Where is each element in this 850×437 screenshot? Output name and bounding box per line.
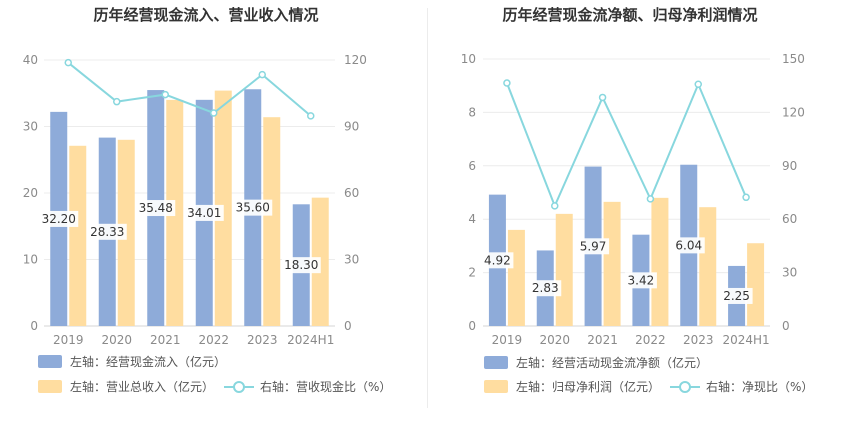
data-label-background [136,200,176,217]
right-axis-tick-label: 120 [782,105,805,119]
data-label: 2.83 [532,281,559,295]
right-axis-tick-label: 30 [782,266,797,280]
line-point[interactable] [161,90,169,99]
data-label-background [720,287,753,304]
bar-secondary[interactable] [651,197,669,326]
left-axis-tick-label: 40 [23,53,38,67]
data-label: 35.60 [236,201,270,215]
legend-swatch[interactable] [38,380,62,393]
legend-label: 右轴：净现比（%） [706,379,813,394]
left-axis-tick-label: 6 [468,159,476,173]
right-axis-tick-label: 60 [344,186,359,200]
left-axis-tick-label: 20 [23,186,38,200]
data-label-background [672,237,705,254]
left-axis-tick-label: 4 [468,212,476,226]
legend-line-marker[interactable] [679,381,691,393]
right-axis-tick-label: 90 [782,159,797,173]
bar-secondary[interactable] [507,229,525,326]
left-axis-tick-label: 0 [468,319,476,333]
x-axis-tick-label: 2021 [587,333,618,347]
right-axis-tick-label: 150 [782,52,805,66]
right-axis-tick-label: 90 [344,120,359,134]
data-label: 5.97 [580,239,607,253]
chart-title: 历年经营现金流净额、归母净利润情况 [502,6,757,24]
data-label-background [577,238,610,255]
data-label: 34.01 [187,206,221,220]
left-axis-tick-label: 30 [23,120,38,134]
line-point[interactable] [646,195,655,203]
legend-swatch[interactable] [484,356,508,369]
line-point[interactable] [598,93,607,102]
chart-panel-1: 历年经营现金流入、营业收入情况 0 10 20 30 40 0 30 60 90 120 2019 20… [23,6,392,394]
data-label: 3.42 [628,273,655,287]
legend-label: 左轴：营业总收入（亿元） [70,379,214,394]
x-axis-tick-label: 2024H1 [287,333,334,347]
line-point[interactable] [742,193,750,202]
line-point[interactable] [307,112,315,120]
left-axis-tick-label: 0 [30,319,38,333]
x-axis-tick-label: 2022 [198,333,229,347]
line-series [67,61,312,117]
line-point[interactable] [113,97,121,106]
line-point[interactable] [551,202,559,210]
data-label-background [529,280,562,297]
x-axis-tick-label: 2020 [539,333,570,347]
legend-swatch[interactable] [38,355,62,368]
legend-label: 左轴：经营活动现金流净额（亿元） [516,355,708,370]
line-point[interactable] [694,80,702,89]
data-label: 4.92 [484,253,511,267]
data-label-background [184,204,224,221]
line-series [505,81,748,209]
legend-label: 右轴：营收现金比（%） [260,379,391,394]
x-axis-tick-label: 2024H1 [722,333,769,347]
data-label-background [481,252,514,269]
data-label: 2.25 [723,289,750,303]
data-label: 32.20 [42,212,76,226]
x-axis-tick-label: 2023 [683,333,714,347]
right-axis-tick-label: 120 [344,53,367,67]
legend-line-marker[interactable] [233,381,245,393]
panel-divider [427,8,428,408]
legend-label: 左轴：归母净利润（亿元） [516,379,660,394]
data-label-background [39,210,79,227]
right-axis-tick-label: 30 [344,253,359,267]
bar-secondary[interactable] [603,201,621,326]
right-axis-tick-label: 0 [782,319,790,333]
left-axis-tick-label: 10 [23,253,38,267]
line-point[interactable] [503,79,511,87]
x-axis-tick-label: 2019 [492,333,523,347]
bar-secondary[interactable] [747,243,765,326]
line-point[interactable] [64,58,72,67]
legend-label: 左轴：经营现金流入（亿元） [70,354,226,369]
data-label: 18.30 [284,258,318,272]
left-axis-tick-label: 10 [461,52,476,66]
bar-secondary[interactable] [69,145,87,326]
data-label-background [87,223,127,240]
right-axis-tick-label: 0 [344,319,352,333]
chart-panel-2: 历年经营现金流净额、归母净利润情况 0 2 4 6 8 10 0 30 60 90 120 150 201… [461,6,814,394]
left-axis-tick-label: 2 [468,266,476,280]
x-axis-tick-label: 2023 [247,333,278,347]
bar-secondary[interactable] [555,213,573,326]
right-axis-tick-label: 60 [782,212,797,226]
data-label: 35.48 [139,201,173,215]
x-axis-tick-label: 2021 [150,333,181,347]
bar-secondary[interactable] [263,117,281,326]
x-axis-tick-label: 2020 [101,333,132,347]
data-label: 6.04 [675,238,702,252]
x-axis-tick-label: 2022 [635,333,666,347]
bar-secondary[interactable] [699,207,717,326]
data-label-background [233,199,273,216]
x-axis-tick-label: 2019 [53,333,84,347]
legend-swatch[interactable] [484,380,508,393]
data-label-background [624,272,657,289]
line-point[interactable] [258,70,266,79]
line-point[interactable] [210,109,218,117]
data-label: 28.33 [90,225,124,239]
chart-title: 历年经营现金流入、营业收入情况 [93,6,318,24]
left-axis-tick-label: 8 [468,105,476,119]
data-label-background [281,257,321,274]
